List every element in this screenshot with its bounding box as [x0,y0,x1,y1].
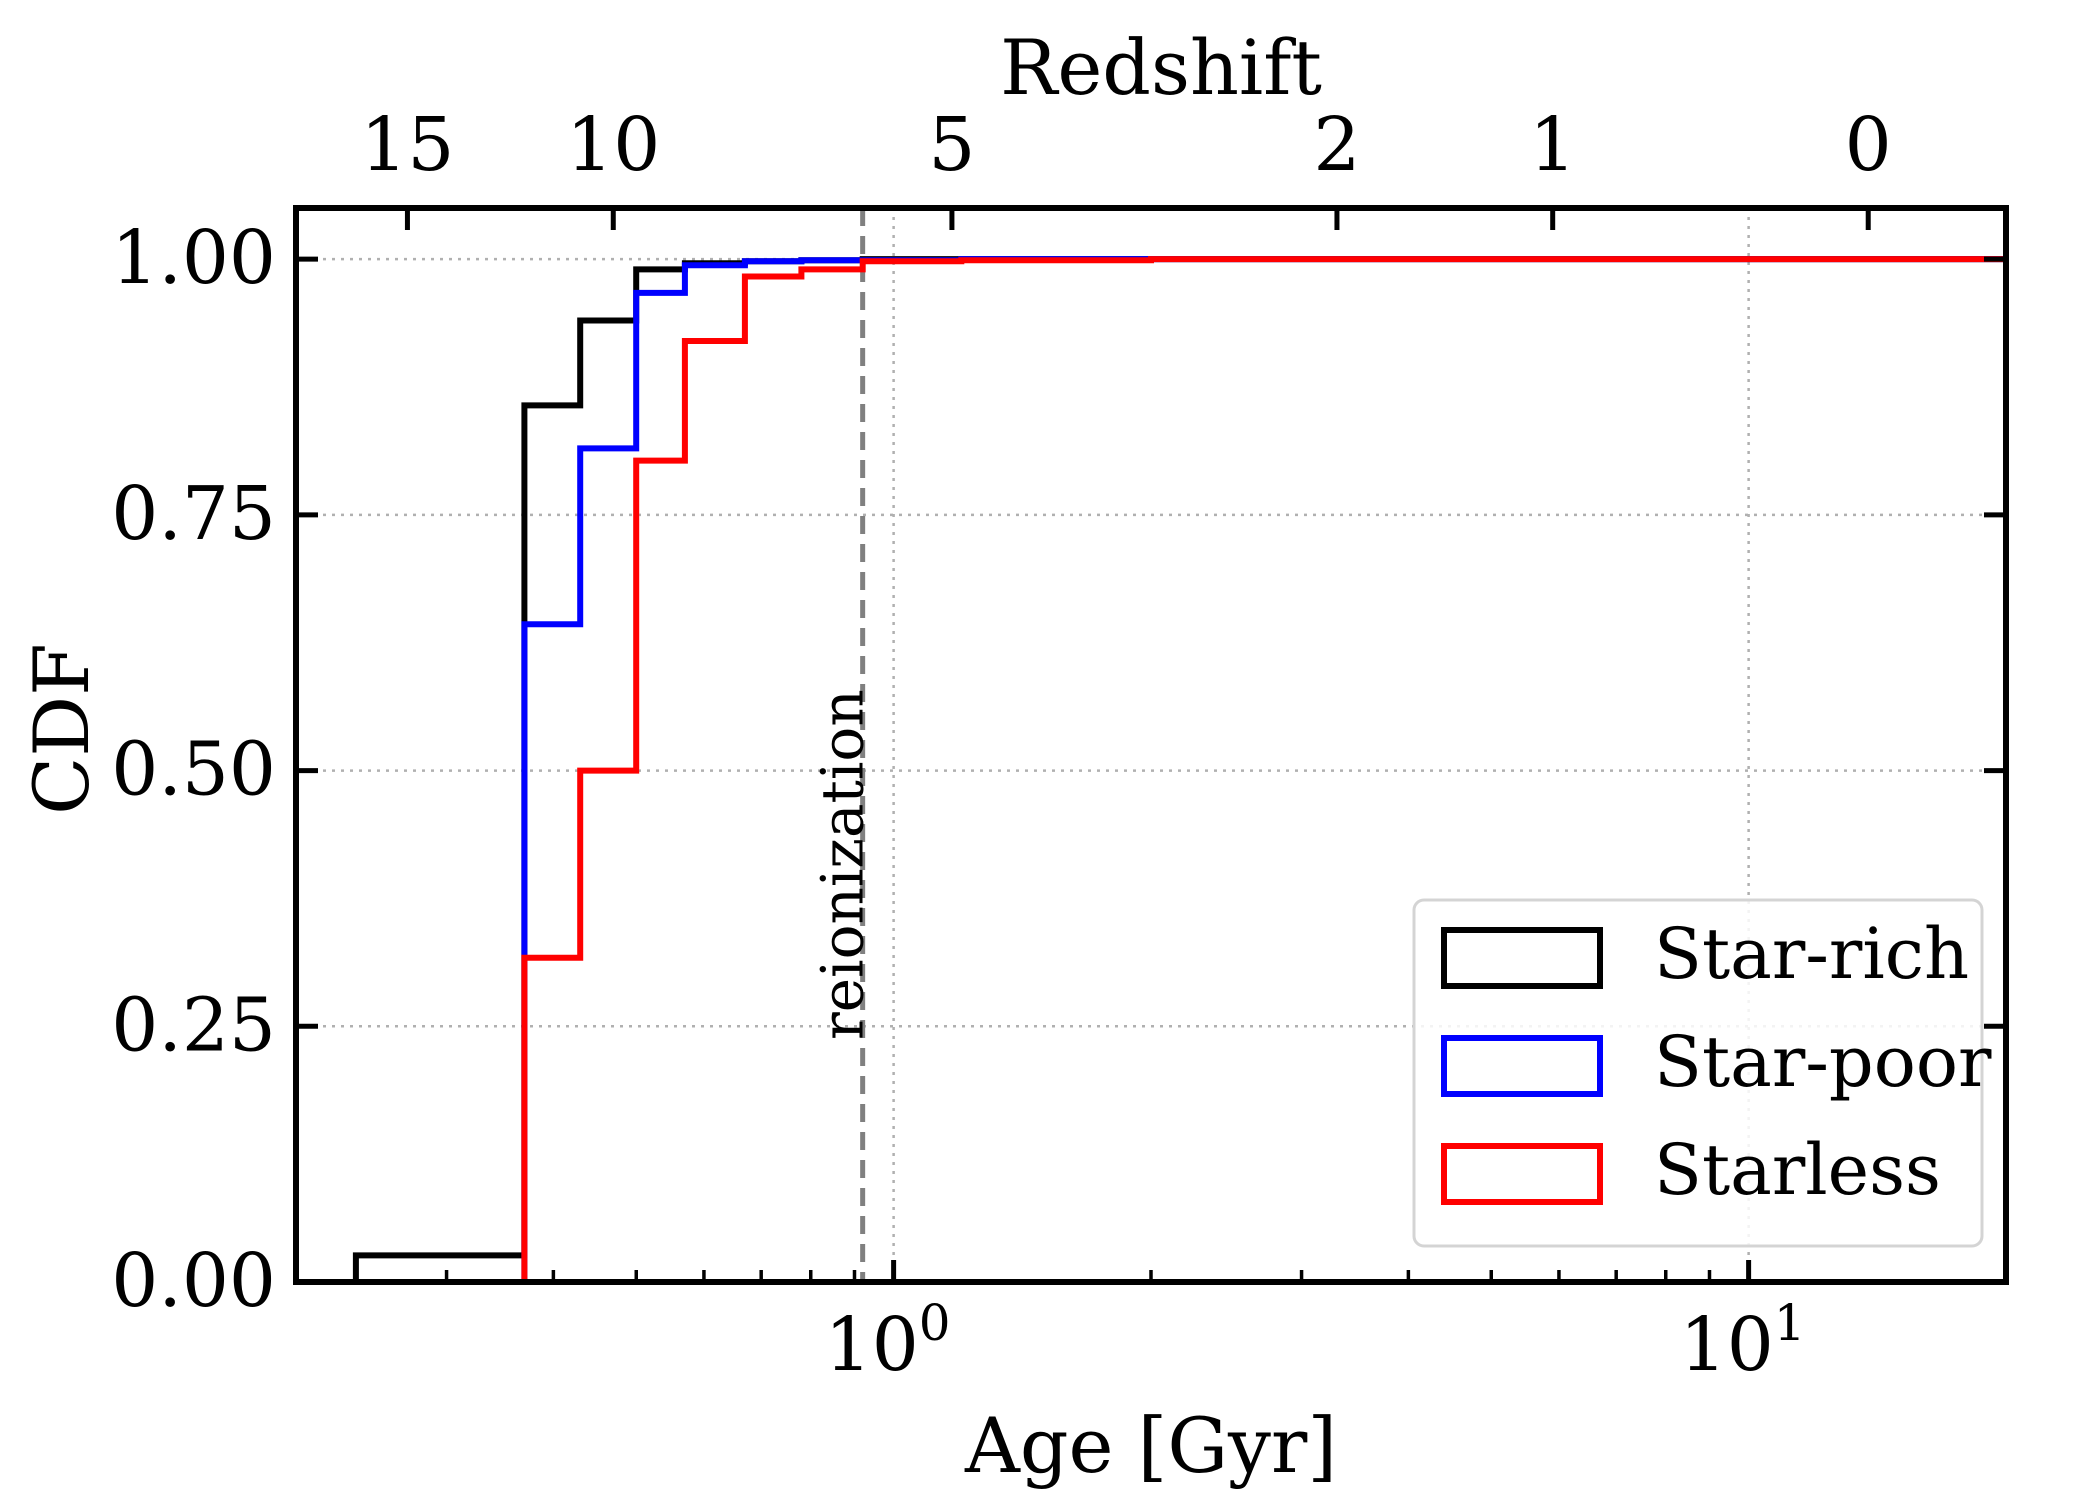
axis-ticks [296,208,2006,1285]
y-axis-title: CDF [17,643,106,815]
top-tick-label: 10 [566,102,660,188]
top-tick-label: 0 [1845,102,1892,188]
top-tick-label: 15 [360,102,454,188]
y-tick-label: 0.50 [111,727,276,813]
legend: Star-rich Star-poor Starless [1412,898,1992,1248]
annotations: reionization [809,208,877,1282]
series-line-starless [521,256,2006,1282]
y-tick-label: 0.00 [111,1238,276,1324]
y-tick-label: 1.00 [111,215,276,301]
reionization-label: reionization [809,689,877,1040]
legend-label: Star-rich [1654,913,1969,995]
plot-frame [293,205,2009,1285]
legend-label: Star-poor [1654,1021,1992,1103]
y-tick-label: 0.75 [111,471,276,557]
top-tick-label: 1 [1529,102,1576,188]
legend-label: Starless [1654,1129,1941,1211]
top-tick-label: 2 [1313,102,1360,188]
data-series [352,256,2006,1285]
legend-swatch [1441,1143,1603,1205]
y-tick-label: 0.25 [111,982,276,1068]
legend-swatch [1441,1035,1603,1097]
top-axis-title: Redshift [1000,23,1322,112]
x-tick-label: 100 [825,1294,951,1388]
legend-swatch [1441,927,1603,989]
top-tick-label: 5 [928,102,975,188]
x-tick-label: 101 [1680,1294,1806,1388]
x-axis-title: Age [Gyr] [964,1401,1337,1490]
